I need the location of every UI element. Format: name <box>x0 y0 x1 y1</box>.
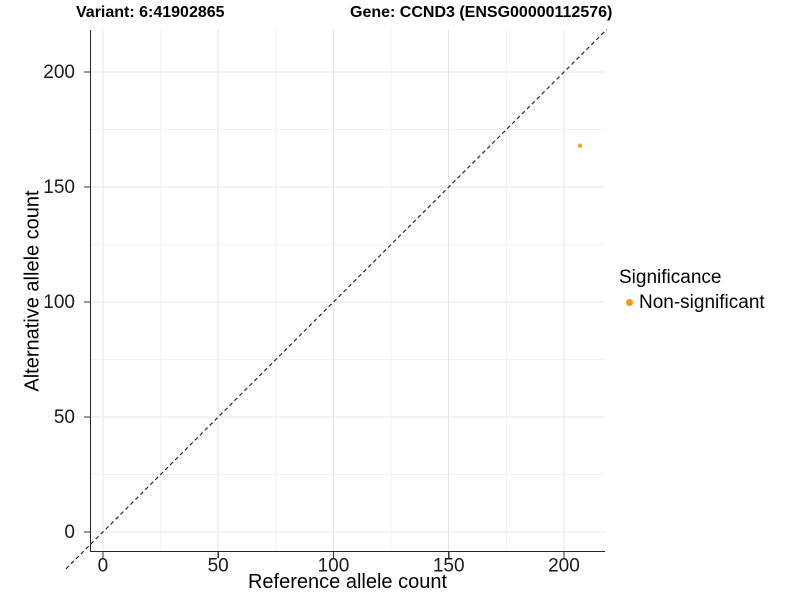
legend-title: Significance <box>619 267 722 288</box>
x-tick-label: 150 <box>433 556 465 577</box>
identity-line <box>65 29 608 570</box>
x-tick-label: 100 <box>318 556 350 577</box>
x-axis-title: Reference allele count <box>247 571 447 593</box>
plot-panel: 0 50 100 150 200 0 50 100 150 200 <box>43 29 608 577</box>
plot-title-variant: Variant: 6:41902865 <box>76 4 225 21</box>
legend: Significance Non-significant <box>619 266 765 314</box>
plot-title-gene: Gene: CCND3 (ENSG00000112576) <box>350 4 613 21</box>
x-tick-label: 0 <box>98 556 109 577</box>
y-tick-label: 0 <box>64 522 75 543</box>
legend-item-label: Non-significant <box>639 291 765 313</box>
y-axis-title: Alternative allele count <box>21 190 44 392</box>
x-tick-label: 50 <box>208 556 229 577</box>
x-tick-label: 200 <box>548 556 580 577</box>
y-tick-label: 100 <box>43 292 75 313</box>
legend-point-icon <box>626 299 633 306</box>
legend-item: Non-significant <box>619 291 765 314</box>
y-tick-label: 150 <box>43 177 75 198</box>
y-tick-label: 50 <box>54 407 75 428</box>
y-tick-label: 200 <box>43 62 75 83</box>
data-point <box>577 143 583 148</box>
